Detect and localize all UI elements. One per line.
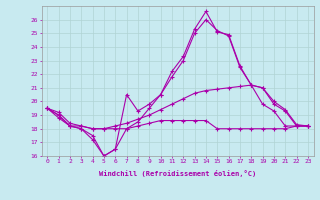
- X-axis label: Windchill (Refroidissement éolien,°C): Windchill (Refroidissement éolien,°C): [99, 170, 256, 177]
